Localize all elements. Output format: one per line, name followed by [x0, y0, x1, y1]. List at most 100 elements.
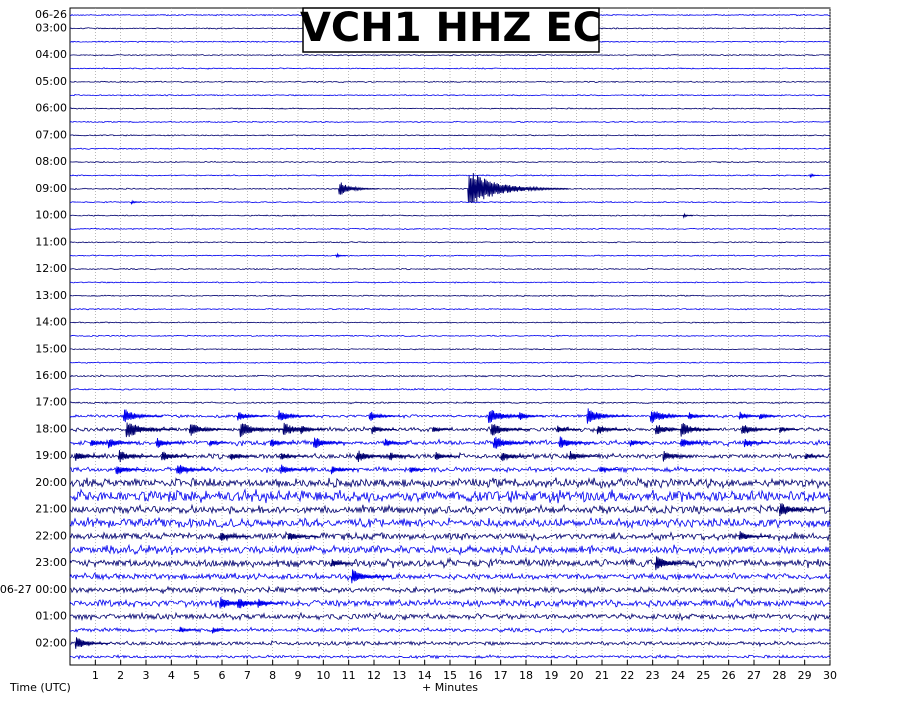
event	[558, 436, 595, 448]
event	[300, 425, 326, 435]
row-label: 06-27 00:00	[0, 583, 67, 596]
event	[219, 532, 250, 541]
trace	[69, 281, 831, 284]
trace	[69, 200, 831, 204]
event	[279, 453, 306, 460]
event	[555, 425, 582, 433]
event	[338, 182, 379, 195]
row-label: 16:00	[35, 369, 67, 382]
trace	[69, 214, 831, 217]
x-tick-label: 13	[392, 669, 406, 682]
trace	[69, 307, 831, 311]
event	[682, 212, 693, 219]
event	[383, 438, 410, 446]
event	[130, 199, 141, 206]
event	[778, 427, 800, 434]
event	[490, 424, 531, 436]
event	[467, 172, 569, 203]
event	[680, 438, 711, 447]
row-label: 01:00	[35, 610, 67, 623]
event	[236, 412, 268, 421]
x-tick-label: 11	[342, 669, 356, 682]
trace	[69, 187, 831, 191]
event	[629, 439, 650, 447]
x-tick-label: 20	[570, 669, 584, 682]
traces	[69, 13, 831, 660]
event	[257, 598, 283, 608]
trace	[69, 321, 831, 324]
x-tick-label: 25	[696, 669, 710, 682]
event	[175, 464, 212, 475]
trace	[69, 174, 831, 177]
row-label: 15:00	[35, 342, 67, 355]
event	[229, 453, 255, 461]
event	[738, 411, 765, 420]
event	[687, 412, 714, 420]
event	[122, 409, 164, 423]
trace	[69, 401, 831, 405]
row-label: 17:00	[35, 396, 67, 409]
event	[740, 425, 777, 434]
x-tick-label: 12	[367, 669, 381, 682]
row-label: 09:00	[35, 182, 67, 195]
x-tick-label: 8	[269, 669, 276, 682]
event	[355, 450, 392, 463]
trace	[69, 334, 831, 338]
trace	[69, 530, 831, 542]
trace	[69, 80, 831, 84]
trace	[69, 451, 831, 461]
x-tick-label: 14	[418, 669, 432, 682]
event	[738, 531, 770, 540]
event	[239, 423, 286, 438]
x-tick-label: 15	[443, 669, 457, 682]
trace	[69, 53, 831, 57]
row-label: 12:00	[35, 262, 67, 275]
event	[778, 503, 820, 517]
trace	[69, 597, 831, 609]
trace	[69, 120, 831, 124]
event	[586, 408, 633, 424]
row-label: 21:00	[35, 503, 67, 516]
event	[409, 466, 430, 473]
row-label: 06:00	[35, 102, 67, 115]
x-tick-label: 26	[722, 669, 736, 682]
x-tick-label: 16	[468, 669, 482, 682]
row-label: 11:00	[35, 235, 67, 248]
row-label: 20:00	[35, 476, 67, 489]
x-tick-label: 5	[193, 669, 200, 682]
trace	[69, 160, 831, 164]
trace	[69, 294, 831, 297]
trace	[69, 516, 831, 530]
x-tick-label: 9	[295, 669, 302, 682]
event	[188, 424, 230, 436]
event	[330, 466, 357, 475]
trace	[69, 543, 831, 556]
event	[431, 426, 452, 433]
trace	[69, 267, 831, 271]
x-tick-label: 19	[544, 669, 558, 682]
x-tick-label: 21	[595, 669, 609, 682]
trace	[69, 571, 831, 582]
event	[680, 422, 721, 437]
trace	[69, 147, 831, 150]
event	[277, 410, 313, 421]
x-tick-label: 23	[646, 669, 660, 682]
x-tick-label: 2	[117, 669, 124, 682]
event	[335, 252, 346, 259]
event	[279, 464, 311, 474]
event	[599, 466, 620, 473]
event	[388, 452, 415, 461]
x-tick-label: 4	[168, 669, 175, 682]
trace	[69, 254, 831, 257]
x-tick-label: 17	[494, 669, 508, 682]
event	[74, 453, 106, 461]
event	[596, 426, 628, 435]
trace	[69, 387, 831, 392]
event	[492, 436, 534, 449]
row-label: 23:00	[35, 556, 67, 569]
event	[371, 426, 397, 435]
event	[649, 411, 696, 424]
x-tick-label: 7	[244, 669, 251, 682]
x-tick-label: 3	[143, 669, 150, 682]
title-box	[302, 7, 600, 53]
